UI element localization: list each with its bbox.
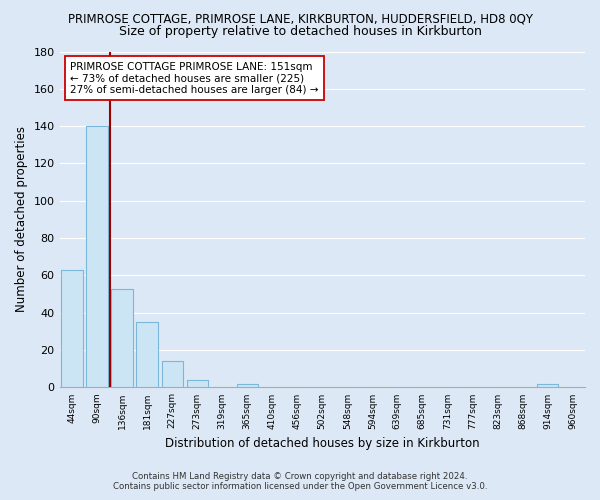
Bar (136, 322, 158, 388)
X-axis label: Distribution of detached houses by size in Kirkburton: Distribution of detached houses by size … (165, 437, 479, 450)
Bar (61, 270, 83, 388)
Text: Contains HM Land Registry data © Crown copyright and database right 2024.
Contai: Contains HM Land Registry data © Crown c… (113, 472, 487, 491)
Y-axis label: Number of detached properties: Number of detached properties (15, 126, 28, 312)
Bar (112, 288, 133, 388)
Bar (236, 384, 258, 388)
Text: PRIMROSE COTTAGE, PRIMROSE LANE, KIRKBURTON, HUDDERSFIELD, HD8 0QY: PRIMROSE COTTAGE, PRIMROSE LANE, KIRKBUR… (67, 12, 533, 26)
Bar (187, 380, 208, 388)
Bar (161, 362, 183, 388)
Text: PRIMROSE COTTAGE PRIMROSE LANE: 151sqm
← 73% of detached houses are smaller (225: PRIMROSE COTTAGE PRIMROSE LANE: 151sqm ←… (70, 62, 319, 95)
Text: Size of property relative to detached houses in Kirkburton: Size of property relative to detached ho… (119, 25, 481, 38)
Bar (86, 126, 108, 388)
Bar (537, 384, 558, 388)
